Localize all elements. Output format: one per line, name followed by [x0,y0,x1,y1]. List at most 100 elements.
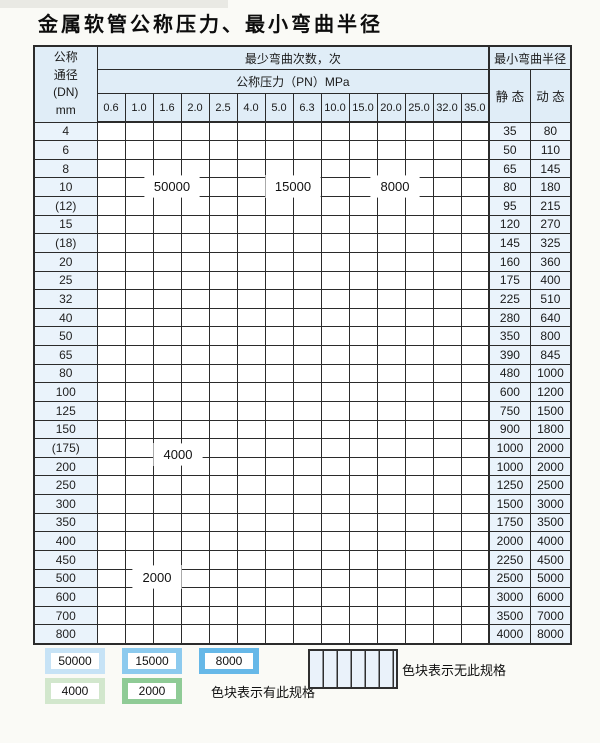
spec-cell [96,549,126,570]
pressure-header: 公称压力（PN）MPa [96,69,490,94]
static-value: 600 [488,382,531,402]
legend-has-spec-label: 色块表示有此规格 [211,684,316,700]
spec-cell [124,419,154,440]
spec-cell [180,531,210,551]
dn-label: 15 [33,214,98,235]
corner-line3: (DN) [53,85,79,100]
spec-cell [348,512,378,533]
spec-cell [376,624,406,644]
spec-cell [208,345,238,365]
spec-cell [320,289,350,309]
cycle-count-label-8000: 8000 [371,176,419,197]
spec-cell [152,345,182,365]
table-row-dn-600: 600 3000 6000 [33,587,572,607]
pressure-col-header-25.0: 25.0 [404,93,434,123]
spec-cell [124,549,154,570]
spec-cell [348,345,378,365]
spec-cell [236,196,266,216]
dn-label: 400 [33,531,98,551]
spec-cell [376,475,406,495]
spec-cell [432,382,462,402]
spec-cell [96,121,126,142]
spec-cell [124,140,154,160]
spec-cell [376,605,406,626]
dn-label: 50 [33,326,98,346]
spec-cell [96,251,126,272]
spec-cell [264,568,294,589]
pressure-col-header-5.0: 5.0 [264,93,294,123]
corner-header-dn: 公称 通径 (DN) mm [33,45,98,123]
spec-cell [460,400,490,421]
spec-cell [292,419,322,440]
spec-cell [124,121,154,142]
spec-cell [180,494,210,514]
bend-radius-header: 最小弯曲半径 [488,45,572,70]
dynamic-value: 1000 [529,363,572,384]
spec-cell [236,568,266,589]
spec-cell [208,140,238,160]
spec-cell [96,605,126,626]
legend-swatch-value: 15000 [128,653,176,669]
corner-line1: 公称 [53,50,78,65]
legend-row-blue: 50000 15000 8000 [45,648,259,674]
spec-cell [292,251,322,272]
spec-cell [348,326,378,346]
spec-cell [404,326,434,346]
spec-cell [264,494,294,514]
spec-cell [152,494,182,514]
dynamic-value: 5000 [529,568,572,589]
table-row-dn-250: 250 1250 2500 [33,475,572,495]
spec-cell [348,494,378,514]
spec-cell [460,196,490,216]
spec-cell [348,270,378,291]
spec-cell [152,307,182,328]
spec-cell [124,605,154,626]
spec-cell [320,400,350,421]
spec-cell [460,345,490,365]
spec-cell [404,345,434,365]
dn-label: 250 [33,475,98,495]
spec-cell [236,326,266,346]
spec-cell [236,270,266,291]
dynamic-value: 4500 [529,549,572,570]
table-row-dn-80: 80 480 1000 [33,363,572,384]
spec-cell [404,512,434,533]
spec-cell [320,382,350,402]
spec-cell [180,587,210,607]
spec-cell [208,270,238,291]
spec-cell [404,400,434,421]
dn-label: 100 [33,382,98,402]
spec-cell [96,382,126,402]
spec-cell [320,587,350,607]
spec-cell [320,605,350,626]
spec-cell [348,363,378,384]
spec-cell [292,568,322,589]
spec-cell [432,419,462,440]
static-value: 2500 [488,568,531,589]
legend-no-spec-label: 色块表示无此规格 [402,663,507,678]
spec-cell [236,233,266,253]
spec-cell [152,587,182,607]
spec-cell [432,121,462,142]
table-row-dn-450: 450 2250 4500 [33,549,572,570]
spec-cell [376,494,406,514]
spec-cell [348,214,378,235]
dynamic-value: 8000 [529,624,572,644]
spec-cell [124,512,154,533]
pressure-col-header-1.0: 1.0 [124,93,154,123]
spec-cell [404,624,434,644]
spec-cell [96,438,126,458]
spec-cell [208,307,238,328]
spec-cell [96,270,126,291]
dn-label: 125 [33,400,98,421]
dynamic-value: 2000 [529,456,572,477]
static-value: 3500 [488,605,531,626]
dynamic-header: 动 态 [529,69,572,123]
spec-cell [264,158,294,179]
spec-cell [264,549,294,570]
static-value: 900 [488,419,531,440]
spec-cell [432,363,462,384]
spec-cell [264,531,294,551]
spec-cell [152,624,182,644]
static-value: 160 [488,251,531,272]
